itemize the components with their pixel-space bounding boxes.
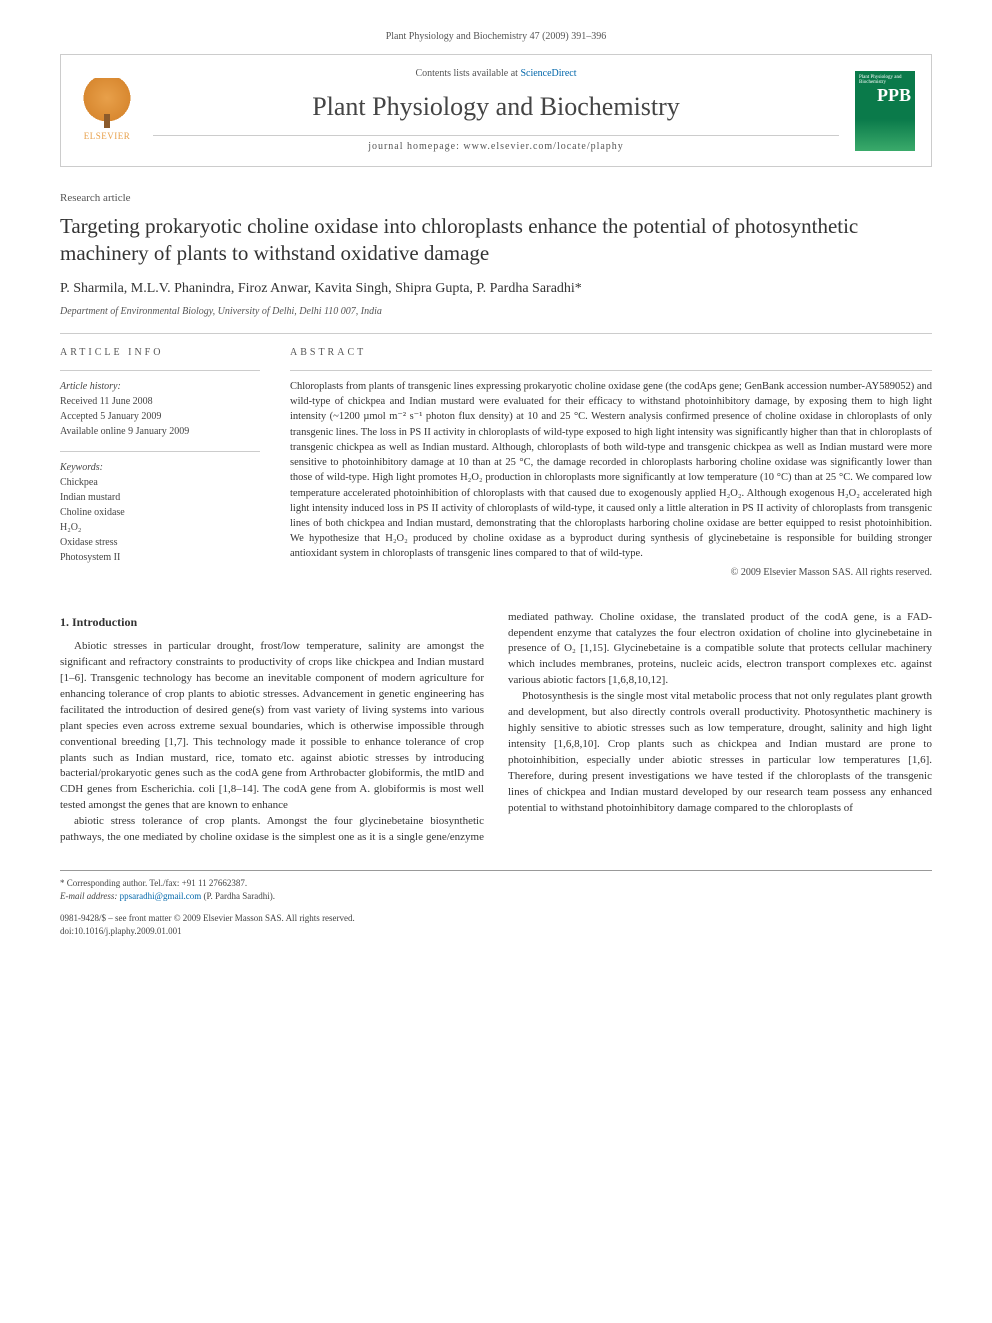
article-info-column: ARTICLE INFO Article history: Received 1… bbox=[60, 346, 260, 580]
homepage-prefix: journal homepage: bbox=[368, 141, 463, 152]
abstract-heading: ABSTRACT bbox=[290, 346, 932, 360]
info-abstract-row: ARTICLE INFO Article history: Received 1… bbox=[60, 333, 932, 580]
citation-header: Plant Physiology and Biochemistry 47 (20… bbox=[60, 30, 932, 44]
corresponding-author-note: * Corresponding author. Tel./fax: +91 11… bbox=[60, 877, 479, 902]
section-heading-intro: 1. Introduction bbox=[60, 614, 484, 631]
keywords-section: Keywords: Chickpea Indian mustard Cholin… bbox=[60, 451, 260, 565]
online-date: Available online 9 January 2009 bbox=[60, 424, 260, 439]
keyword: Choline oxidase bbox=[60, 505, 260, 520]
issn-doi-block: 0981-9428/$ – see front matter © 2009 El… bbox=[60, 912, 932, 937]
abstract-column: ABSTRACT Chloroplasts from plants of tra… bbox=[290, 346, 932, 580]
article-info-heading: ARTICLE INFO bbox=[60, 346, 260, 360]
contents-prefix: Contents lists available at bbox=[415, 68, 520, 79]
journal-header-box: ELSEVIER Contents lists available at Sci… bbox=[60, 54, 932, 167]
keyword: Chickpea bbox=[60, 475, 260, 490]
article-type: Research article bbox=[60, 191, 932, 206]
journal-cover-thumbnail[interactable]: Plant Physiology and Biochemistry PPB bbox=[855, 71, 915, 151]
elsevier-logo[interactable]: ELSEVIER bbox=[77, 76, 137, 146]
email-name: (P. Pardha Saradhi). bbox=[203, 891, 275, 901]
history-label: Article history: bbox=[60, 379, 260, 394]
sciencedirect-link[interactable]: ScienceDirect bbox=[520, 68, 576, 79]
homepage-url[interactable]: www.elsevier.com/locate/plaphy bbox=[463, 141, 623, 152]
author-list: P. Sharmila, M.L.V. Phanindra, Firoz Anw… bbox=[60, 279, 932, 299]
email-label: E-mail address: bbox=[60, 891, 117, 901]
keyword: Photosystem II bbox=[60, 550, 260, 565]
affiliation: Department of Environmental Biology, Uni… bbox=[60, 305, 932, 319]
body-paragraph: Abiotic stresses in particular drought, … bbox=[60, 639, 484, 814]
header-divider bbox=[153, 135, 839, 136]
email-link[interactable]: ppsaradhi@gmail.com bbox=[120, 891, 202, 901]
keyword: Indian mustard bbox=[60, 490, 260, 505]
homepage-line: journal homepage: www.elsevier.com/locat… bbox=[153, 140, 839, 154]
issn-line: 0981-9428/$ – see front matter © 2009 El… bbox=[60, 912, 932, 925]
abstract-copyright: © 2009 Elsevier Masson SAS. All rights r… bbox=[290, 566, 932, 580]
body-paragraph: Photosynthesis is the single most vital … bbox=[508, 689, 932, 817]
cover-logo: PPB bbox=[877, 83, 911, 108]
article-title: Targeting prokaryotic choline oxidase in… bbox=[60, 213, 932, 268]
page-footer: * Corresponding author. Tel./fax: +91 11… bbox=[60, 870, 932, 937]
abstract-text: Chloroplasts from plants of transgenic l… bbox=[290, 370, 932, 562]
keyword: H₂O₂ bbox=[60, 520, 260, 535]
keyword: Oxidase stress bbox=[60, 535, 260, 550]
elsevier-label: ELSEVIER bbox=[84, 130, 131, 143]
corresponding-label: * Corresponding author. Tel./fax: +91 11… bbox=[60, 877, 479, 890]
accepted-date: Accepted 5 January 2009 bbox=[60, 409, 260, 424]
keywords-label: Keywords: bbox=[60, 460, 260, 475]
header-center: Contents lists available at ScienceDirec… bbox=[153, 67, 839, 154]
received-date: Received 11 June 2008 bbox=[60, 394, 260, 409]
elsevier-tree-icon bbox=[82, 78, 132, 128]
doi-line: doi:10.1016/j.plaphy.2009.01.001 bbox=[60, 925, 932, 938]
article-history: Article history: Received 11 June 2008 A… bbox=[60, 370, 260, 439]
contents-line: Contents lists available at ScienceDirec… bbox=[153, 67, 839, 81]
journal-name: Plant Physiology and Biochemistry bbox=[153, 89, 839, 125]
body-text: 1. Introduction Abiotic stresses in part… bbox=[60, 610, 932, 847]
